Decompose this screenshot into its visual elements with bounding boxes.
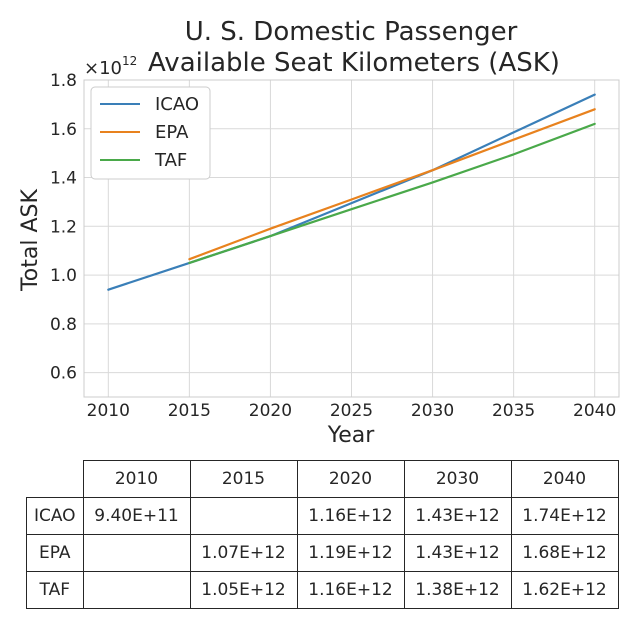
table-cell: 1.68E+12 xyxy=(510,534,619,572)
x-tick-label: 2030 xyxy=(411,401,454,421)
x-tick-labels: 2010 2015 2020 2025 2030 2035 2040 xyxy=(87,401,617,421)
y-tick-label: 1.4 xyxy=(50,169,77,189)
table-cell xyxy=(189,497,298,535)
y-tick-label: 1.0 xyxy=(50,266,77,286)
legend-label-icao: ICAO xyxy=(155,94,199,115)
table-row-label: ICAO xyxy=(26,497,84,535)
x-tick-label: 2040 xyxy=(573,401,616,421)
table-col-header: 2015 xyxy=(189,460,298,498)
legend-box xyxy=(90,86,211,180)
y-tick-label: 1.2 xyxy=(50,217,77,237)
table-cell xyxy=(82,534,191,572)
y-offset-label: ×1012 xyxy=(84,54,137,79)
table-header-row: 2010 2015 2020 2030 2040 xyxy=(26,460,619,498)
y-axis-title: Total ASK xyxy=(18,189,43,292)
y-tick-labels: 0.6 0.8 1.0 1.2 1.4 1.6 1.8 xyxy=(50,71,77,384)
x-tick-label: 2010 xyxy=(87,401,130,421)
series-line-taf xyxy=(188,122,596,264)
table-cell xyxy=(82,571,191,609)
chart-title-line-2: Available Seat Kilometers (ASK) xyxy=(148,48,560,78)
table-row-label: EPA xyxy=(26,534,84,572)
line-chart: U. S. Domestic Passenger Available Seat … xyxy=(18,17,620,448)
y-tick-label: 1.6 xyxy=(50,120,77,140)
legend-label-taf: TAF xyxy=(154,150,187,171)
table-row: ICAO 9.40E+11 1.16E+12 1.43E+12 1.74E+12 xyxy=(26,497,619,535)
table-cell: 9.40E+11 xyxy=(82,497,191,535)
table-cell: 1.43E+12 xyxy=(403,534,512,572)
table-cell: 1.16E+12 xyxy=(296,497,405,535)
data-table: 2010 2015 2020 2030 2040 ICAO 9.40E+11 1… xyxy=(26,460,619,609)
legend: ICAO EPA TAF xyxy=(90,86,211,180)
table-cell: 1.62E+12 xyxy=(510,571,619,609)
table-cell: 1.19E+12 xyxy=(296,534,405,572)
series-line-epa xyxy=(188,108,596,261)
plot-frame xyxy=(83,79,620,398)
legend-label-epa: EPA xyxy=(155,122,189,143)
y-tick-label: 1.8 xyxy=(50,71,77,91)
x-tick-label: 2025 xyxy=(330,401,373,421)
table-cell: 1.16E+12 xyxy=(296,571,405,609)
y-tick-label: 0.8 xyxy=(50,315,77,335)
table-row: TAF 1.05E+12 1.16E+12 1.38E+12 1.62E+12 xyxy=(26,571,619,609)
table-row: EPA 1.07E+12 1.19E+12 1.43E+12 1.68E+12 xyxy=(26,534,619,572)
table-cell: 1.05E+12 xyxy=(189,571,298,609)
x-axis-title: Year xyxy=(327,423,376,448)
table-corner-cell xyxy=(26,460,84,498)
table-col-header: 2010 xyxy=(82,460,191,498)
table-cell: 1.74E+12 xyxy=(510,497,619,535)
x-tick-label: 2020 xyxy=(249,401,292,421)
y-tick-label: 0.6 xyxy=(50,364,77,384)
chart-title-line-1: U. S. Domestic Passenger xyxy=(185,17,518,47)
x-tick-label: 2015 xyxy=(168,401,211,421)
table-cell: 1.43E+12 xyxy=(403,497,512,535)
table-cell: 1.07E+12 xyxy=(189,534,298,572)
table-col-header: 2040 xyxy=(510,460,619,498)
x-tick-label: 2035 xyxy=(492,401,535,421)
table-cell: 1.38E+12 xyxy=(403,571,512,609)
table-col-header: 2020 xyxy=(296,460,405,498)
y-offset-exponent: 12 xyxy=(122,54,137,68)
table-col-header: 2030 xyxy=(403,460,512,498)
series-lines xyxy=(107,93,596,291)
table-row-label: TAF xyxy=(26,571,84,609)
